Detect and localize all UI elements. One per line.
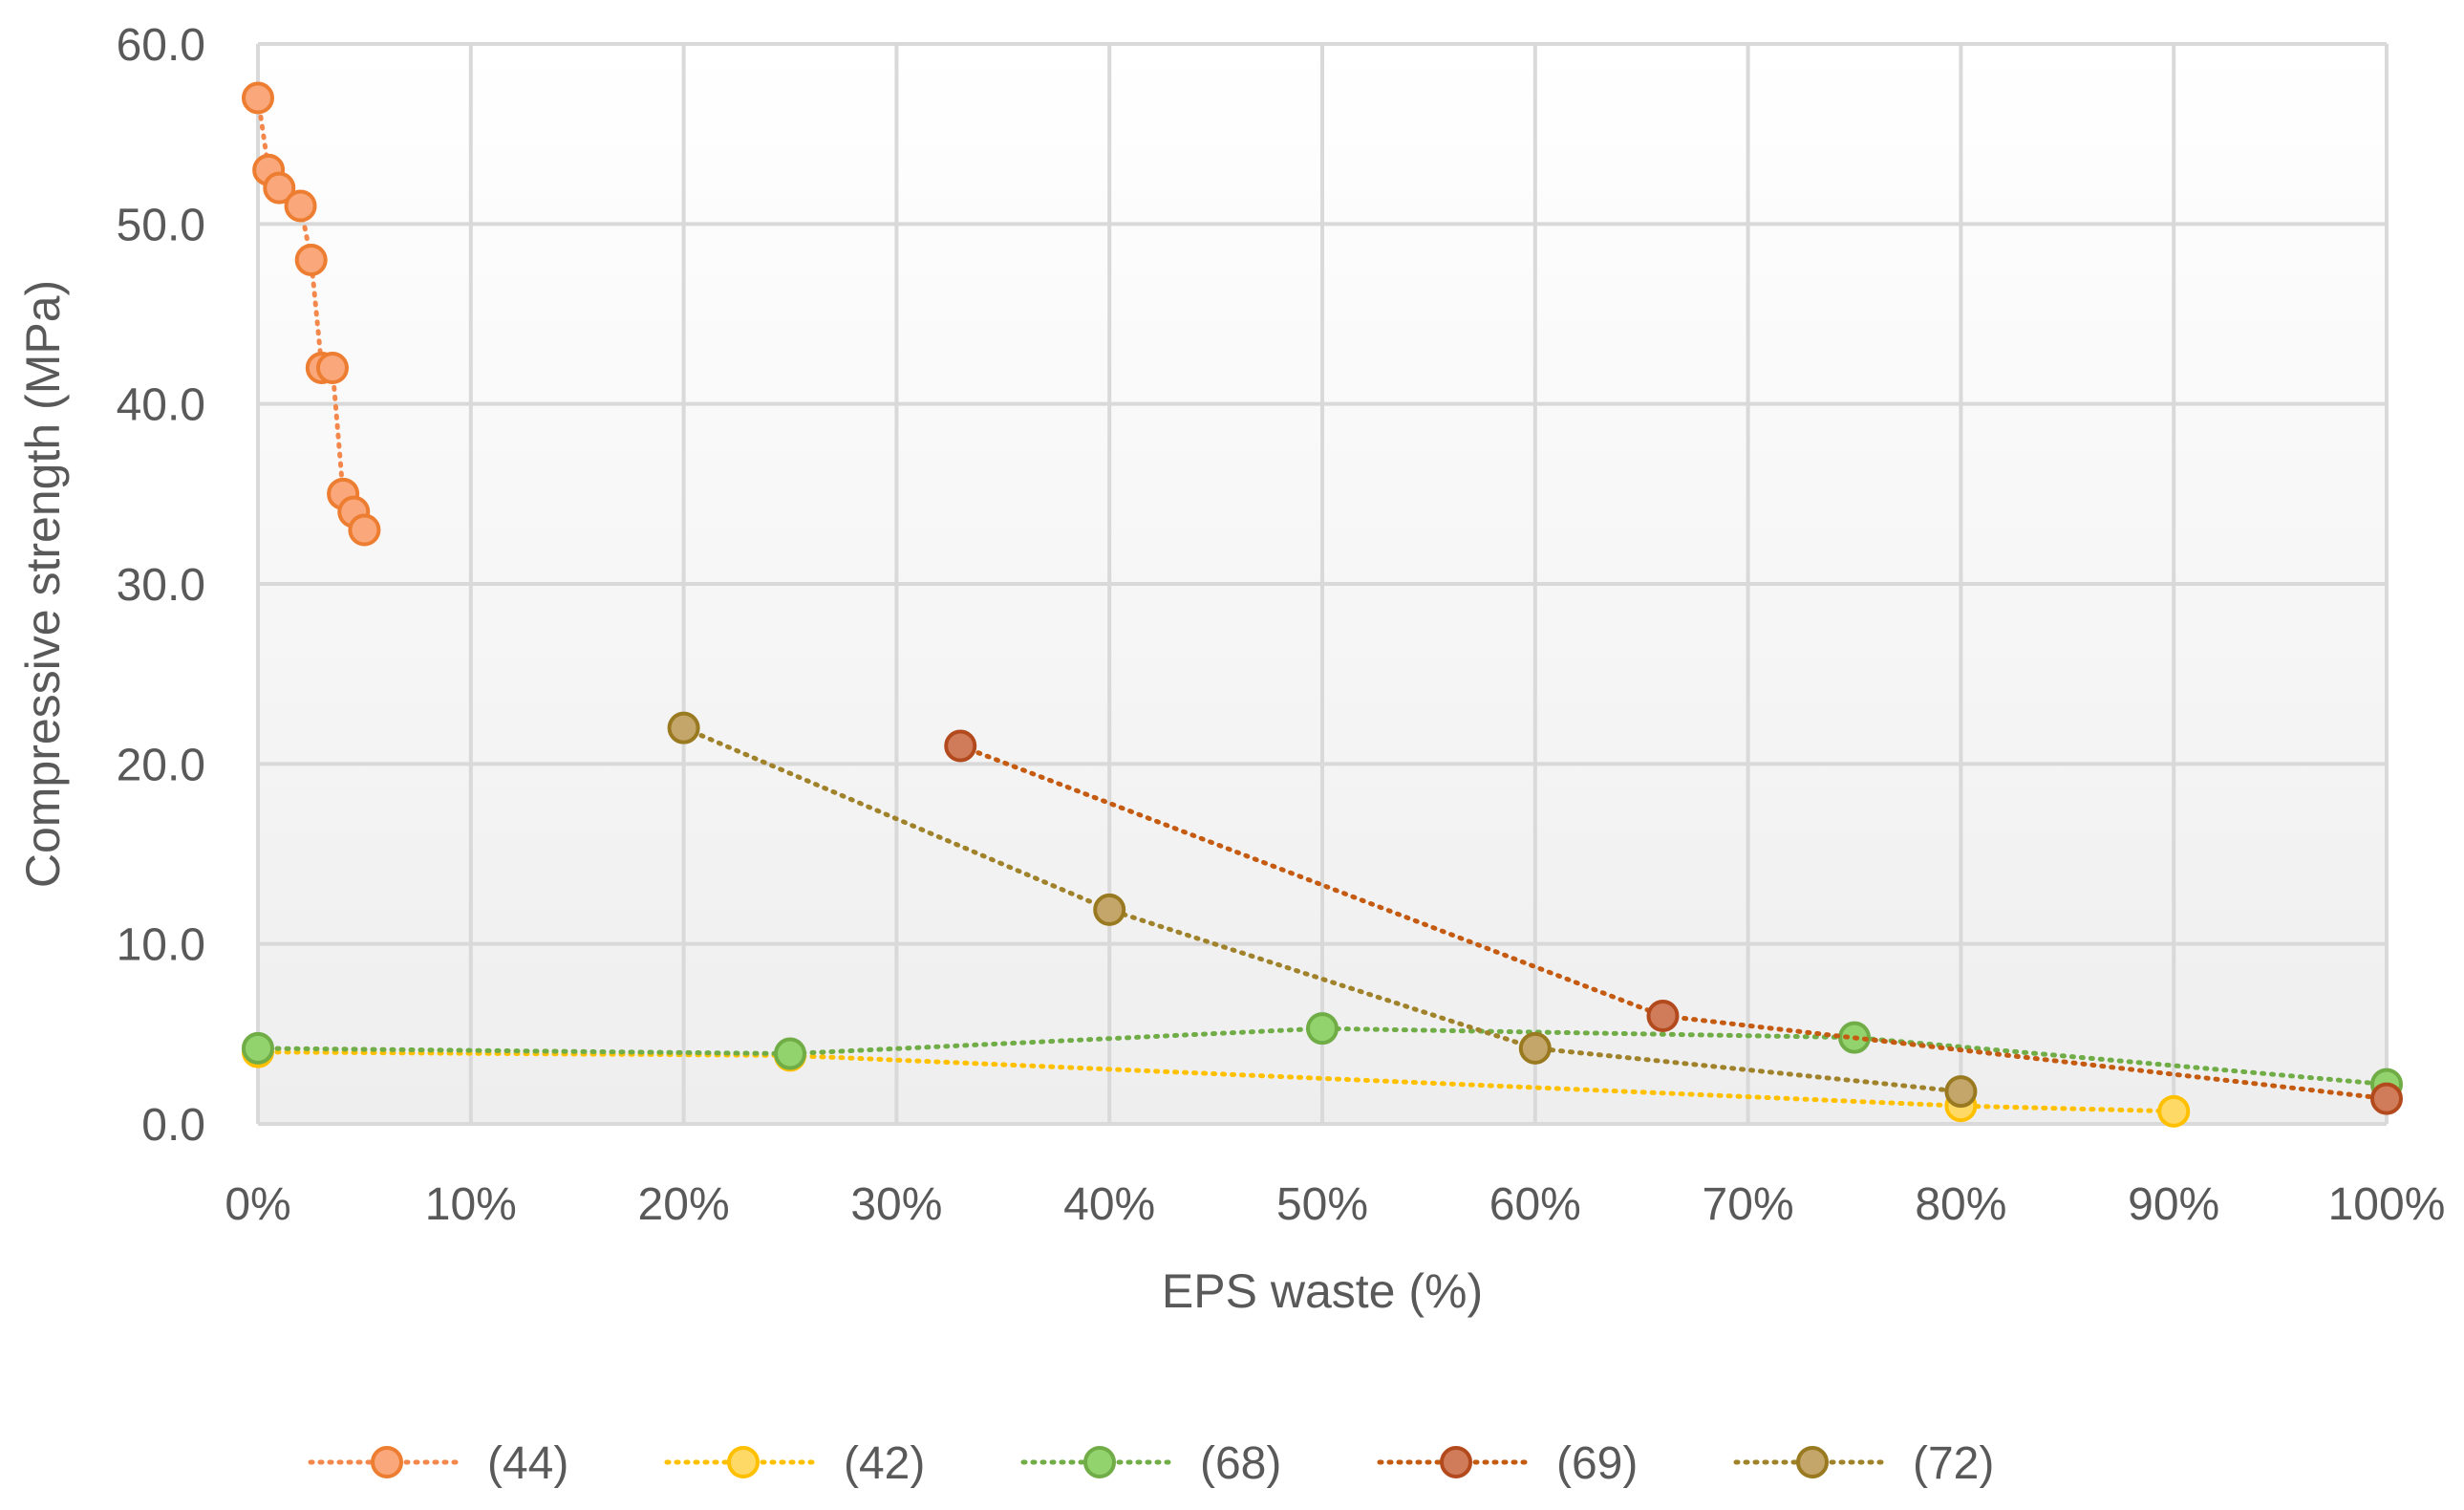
series-line [255, 1025, 2389, 1088]
data-point [2157, 1094, 2191, 1128]
legend-label: (72) [1913, 1438, 1994, 1489]
y-tick-label: 0.0 [141, 1100, 205, 1151]
data-point [242, 1031, 274, 1065]
series-0 [242, 81, 381, 547]
y-tick-label: 50.0 [117, 200, 205, 250]
legend-item: (72) [1733, 1438, 1994, 1489]
data-point [294, 244, 328, 276]
legend-marker [1083, 1446, 1116, 1478]
x-tick-label: 40% [1063, 1179, 1155, 1230]
legend-item: (69) [1377, 1438, 1638, 1489]
series-3 [944, 729, 2403, 1115]
legend-label: (44) [487, 1438, 568, 1489]
legend-label: (42) [844, 1438, 925, 1489]
legend: (44) (42) (68) (69) (72) [308, 1438, 1994, 1489]
legend-marker [1796, 1446, 1829, 1478]
y-tick-label: 20.0 [117, 740, 205, 790]
y-tick-label: 10.0 [117, 920, 205, 971]
x-tick-label: 70% [1703, 1179, 1794, 1230]
y-tick-label: 60.0 [117, 20, 205, 71]
data-point [2370, 1082, 2403, 1115]
x-tick-label: 20% [638, 1179, 730, 1230]
legend-label: (68) [1200, 1438, 1281, 1489]
data-point [284, 189, 317, 223]
data-point [1306, 1012, 1339, 1046]
legend-item: (42) [664, 1438, 925, 1489]
data-point [315, 352, 349, 384]
y-axis-label: Compressive strength (MPa) [16, 280, 70, 888]
legend-marker [371, 1446, 403, 1478]
x-tick-label: 60% [1489, 1179, 1581, 1230]
grid [256, 42, 2389, 1126]
data-point [1093, 893, 1126, 926]
legend-item: (44) [308, 1438, 568, 1489]
x-tick-label: 50% [1276, 1179, 1368, 1230]
data-point [263, 171, 296, 205]
data-point [667, 711, 700, 744]
x-tick-label: 90% [2128, 1179, 2219, 1230]
series-4 [667, 711, 1978, 1109]
x-tick-label: 10% [425, 1179, 517, 1230]
data-point [242, 81, 274, 115]
x-tick-label: 0% [225, 1179, 290, 1230]
series-line [255, 1049, 2176, 1114]
data-point [1646, 1000, 1680, 1032]
y-axis-ticks: 0.0 10.0 20.0 30.0 40.0 50.0 60.0 [117, 20, 205, 1151]
y-tick-label: 30.0 [117, 560, 205, 611]
data-point [1518, 1031, 1552, 1065]
data-point [944, 729, 977, 763]
series-layer [242, 81, 2403, 1128]
x-tick-label: 100% [2328, 1179, 2446, 1230]
x-tick-label: 30% [850, 1179, 942, 1230]
legend-marker [727, 1446, 760, 1478]
legend-marker [1440, 1446, 1472, 1478]
data-point [774, 1037, 806, 1070]
series-line [681, 725, 1963, 1094]
data-point [1944, 1075, 1978, 1109]
legend-item: (68) [1020, 1438, 1281, 1489]
x-tick-label: 80% [1915, 1179, 2006, 1230]
x-axis-label: EPS waste (%) [1162, 1264, 1483, 1318]
legend-label: (69) [1556, 1438, 1638, 1489]
y-tick-label: 40.0 [117, 380, 205, 431]
data-point [348, 513, 381, 547]
x-axis-ticks: 0% 10% 20% 30% 40% 50% 60% 70% 80% 90% 100% [225, 1179, 2445, 1230]
